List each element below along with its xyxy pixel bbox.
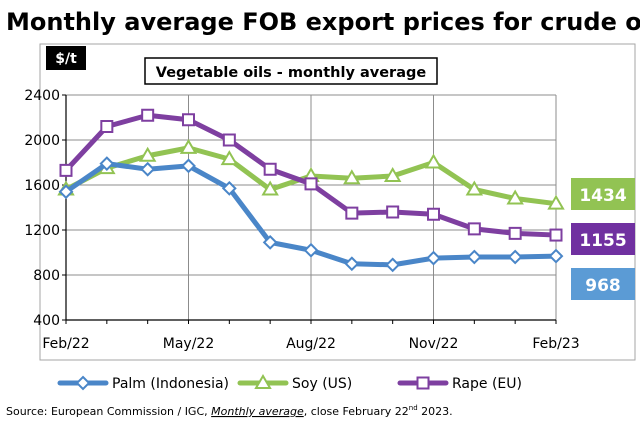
rape-point bbox=[345, 206, 359, 220]
soy-point bbox=[138, 146, 157, 162]
legend-marker bbox=[416, 376, 430, 390]
legend-label: Rape (EU) bbox=[452, 376, 522, 392]
source-italic: Monthly average bbox=[211, 405, 304, 418]
palm-point bbox=[58, 184, 74, 200]
soy-point bbox=[383, 167, 402, 182]
end-label-value: 1155 bbox=[579, 231, 626, 251]
y-axis-unit: $/t bbox=[55, 51, 77, 67]
rape-point bbox=[467, 222, 481, 236]
soy-point bbox=[506, 189, 524, 205]
palm-point bbox=[344, 256, 360, 272]
rape-point bbox=[304, 177, 318, 191]
palm-point bbox=[426, 250, 441, 266]
end-label: 1434 bbox=[571, 178, 635, 210]
legend-item-soy: Soy (US) bbox=[237, 374, 352, 392]
series-layer bbox=[57, 108, 565, 273]
y-tick-label: 2000 bbox=[24, 133, 60, 149]
legend-label: Soy (US) bbox=[292, 376, 352, 392]
legend-marker bbox=[254, 374, 272, 389]
end-label-box bbox=[571, 268, 635, 300]
x-axis: Feb/22 May/22 Aug/22 Nov/22 Feb/23 bbox=[42, 319, 580, 352]
x-tick-label: May/22 bbox=[163, 336, 214, 352]
palm-point bbox=[303, 242, 319, 258]
palm-point bbox=[548, 248, 564, 264]
y-tick-label: 400 bbox=[33, 313, 60, 329]
soy-point bbox=[220, 150, 239, 166]
soy-point bbox=[179, 138, 198, 154]
end-labels: 1434 1155 968 bbox=[571, 178, 635, 300]
end-label: 968 bbox=[571, 268, 635, 300]
rape-point bbox=[508, 226, 522, 240]
source-prefix: Source: European Commission / IGC, bbox=[6, 405, 211, 418]
source-suffix: 2023. bbox=[418, 405, 453, 418]
rape-point bbox=[100, 120, 114, 133]
rape-point bbox=[141, 108, 155, 122]
chart-title: Monthly average FOB export prices for cr… bbox=[6, 8, 640, 36]
soy-point bbox=[547, 194, 565, 210]
soy-point bbox=[343, 169, 361, 185]
y-tick-label: 1600 bbox=[24, 178, 60, 194]
rape-point bbox=[549, 228, 563, 242]
end-label: 1155 bbox=[571, 223, 635, 255]
legend-marker bbox=[75, 375, 91, 391]
palm-point bbox=[262, 234, 278, 250]
soy-point bbox=[424, 153, 443, 169]
unit-box bbox=[46, 46, 86, 70]
rape-point bbox=[59, 163, 73, 177]
x-tick-label: Nov/22 bbox=[409, 336, 459, 352]
y-axis: 400 800 1200 1600 2000 2400 bbox=[24, 88, 67, 329]
series-soy bbox=[57, 138, 565, 210]
palm-point bbox=[221, 180, 237, 196]
soy-point bbox=[465, 180, 484, 196]
rape-point bbox=[263, 162, 277, 176]
source-mid: , close February 22 bbox=[304, 405, 409, 418]
legend: Palm (Indonesia) Soy (US) Rape (EU) bbox=[57, 374, 522, 392]
chart-subtitle: Vegetable oils - monthly average bbox=[156, 65, 427, 81]
legend-item-palm: Palm (Indonesia) bbox=[57, 375, 229, 392]
source-sup: nd bbox=[409, 404, 418, 412]
rape-point bbox=[182, 113, 195, 127]
legend-item-rape: Rape (EU) bbox=[397, 376, 522, 392]
legend-label: Palm (Indonesia) bbox=[112, 376, 229, 392]
end-label-value: 968 bbox=[585, 276, 621, 296]
palm-point bbox=[507, 249, 523, 265]
x-tick-label: Feb/23 bbox=[532, 336, 579, 352]
palm-point bbox=[140, 161, 156, 177]
rape-point bbox=[386, 205, 400, 219]
soy-point bbox=[261, 180, 279, 196]
x-tick-label: Feb/22 bbox=[42, 336, 89, 352]
source-note: Source: European Commission / IGC, Month… bbox=[6, 404, 453, 418]
x-tick-label: Aug/22 bbox=[286, 336, 336, 352]
palm-point bbox=[385, 257, 401, 273]
palm-point bbox=[466, 249, 482, 265]
end-label-value: 1434 bbox=[579, 186, 626, 206]
end-label-box bbox=[571, 178, 635, 210]
rape-point bbox=[222, 133, 236, 147]
end-label-box bbox=[571, 223, 635, 255]
palm-point bbox=[99, 156, 115, 172]
y-tick-label: 2400 bbox=[24, 88, 60, 104]
palm-point bbox=[181, 158, 196, 174]
y-tick-label: 800 bbox=[33, 268, 60, 284]
y-tick-label: 1200 bbox=[24, 223, 60, 239]
rape-point bbox=[427, 207, 440, 221]
subtitle-box bbox=[144, 57, 438, 85]
series-palm bbox=[58, 156, 564, 273]
series-rape bbox=[59, 108, 563, 242]
